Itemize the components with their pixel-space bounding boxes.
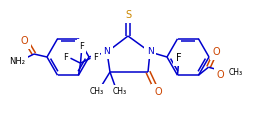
Text: O: O — [213, 47, 220, 57]
Text: F: F — [63, 53, 68, 62]
Text: CH₃: CH₃ — [90, 87, 104, 96]
Text: O: O — [154, 87, 162, 97]
Text: O: O — [217, 70, 224, 80]
Text: S: S — [125, 10, 131, 20]
Text: F: F — [93, 53, 98, 62]
Text: N: N — [104, 47, 110, 57]
Text: O: O — [20, 36, 28, 46]
Text: F: F — [176, 53, 181, 63]
Text: N: N — [147, 47, 153, 57]
Text: CH₃: CH₃ — [228, 68, 243, 77]
Text: NH₂: NH₂ — [9, 57, 25, 67]
Text: CH₃: CH₃ — [113, 87, 127, 97]
Text: F: F — [79, 42, 84, 51]
